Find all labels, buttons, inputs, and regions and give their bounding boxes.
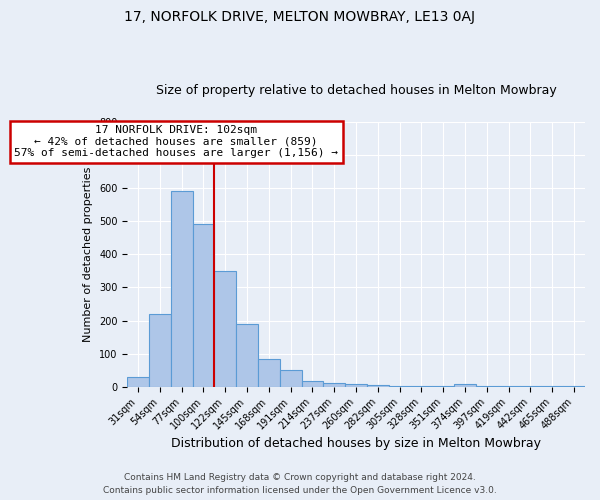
Bar [127,377,149,387]
X-axis label: Distribution of detached houses by size in Melton Mowbray: Distribution of detached houses by size … [171,437,541,450]
Text: 17, NORFOLK DRIVE, MELTON MOWBRAY, LE13 0AJ: 17, NORFOLK DRIVE, MELTON MOWBRAY, LE13 … [125,10,476,24]
Bar [302,381,323,387]
Bar [323,382,345,387]
Text: Contains HM Land Registry data © Crown copyright and database right 2024.
Contai: Contains HM Land Registry data © Crown c… [103,474,497,495]
Title: Size of property relative to detached houses in Melton Mowbray: Size of property relative to detached ho… [156,84,556,97]
Bar [236,324,258,387]
Bar [345,384,367,387]
Bar [149,314,171,387]
Bar [258,360,280,387]
Bar [389,386,410,387]
Bar [280,370,302,387]
Y-axis label: Number of detached properties: Number of detached properties [83,166,94,342]
Bar [214,271,236,387]
Bar [193,224,214,387]
Bar [454,384,476,387]
Bar [367,385,389,387]
Text: 17 NORFOLK DRIVE: 102sqm
← 42% of detached houses are smaller (859)
57% of semi-: 17 NORFOLK DRIVE: 102sqm ← 42% of detach… [14,125,338,158]
Bar [171,192,193,387]
